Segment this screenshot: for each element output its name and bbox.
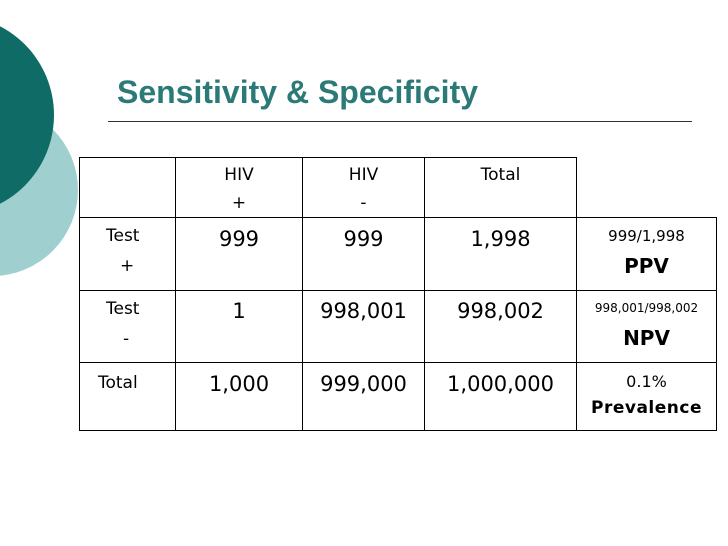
row-label-test-negative-line1: Test (106, 299, 140, 319)
cell-value: 1,000,000 (447, 372, 554, 396)
cell-value: 1 (232, 299, 246, 323)
ppv-label: PPV (624, 254, 669, 278)
slide-title: Sensitivity & Specificity (117, 74, 479, 110)
cell-test-positive-hiv-positive: 999 (175, 217, 303, 291)
cell-test-positive-hiv-negative: 999 (302, 217, 425, 291)
cell-test-negative-hiv-negative: 998,001 (302, 290, 425, 363)
cell-test-positive-total: 1,998 (424, 217, 577, 291)
metric-npv: 998,001/998,002 NPV (576, 290, 717, 363)
row-label-test-positive: Test + (79, 217, 176, 291)
metric-ppv: 999/1,998 PPV (576, 217, 717, 291)
header-total: Total (424, 157, 577, 218)
cell-value: 998,001 (320, 299, 407, 323)
prevalence-label: Prevalence (591, 398, 702, 418)
cell-value: 999 (218, 227, 260, 251)
npv-label: NPV (623, 326, 670, 350)
cell-value: 999,000 (320, 372, 407, 396)
cell-value: 998,002 (457, 299, 544, 323)
header-hiv-positive-line1: HIV (224, 165, 254, 185)
row-label-total: Total (79, 362, 176, 431)
cell-total-hiv-positive: 1,000 (175, 362, 303, 431)
cell-value: 1,998 (470, 227, 531, 251)
header-hiv-negative-line2: - (360, 193, 367, 213)
header-hiv-positive-line2: + (231, 193, 247, 213)
cell-test-negative-total: 998,002 (424, 290, 577, 363)
title-divider (108, 121, 692, 122)
prevalence-value: 0.1% (626, 372, 667, 391)
cell-value: 999 (343, 227, 384, 251)
metric-prevalence: 0.1% Prevalence (576, 362, 717, 431)
header-empty-cell (79, 157, 176, 218)
header-hiv-negative-line1: HIV (348, 165, 379, 185)
row-label-test-positive-line1: Test (106, 226, 140, 246)
row-label-test-positive-line2: + (120, 256, 135, 276)
cell-total-hiv-negative: 999,000 (302, 362, 425, 431)
dark-teal-circle (0, 26, 54, 204)
cell-value: 1,000 (208, 372, 270, 396)
row-label-test-negative-line2: - (123, 329, 130, 349)
header-hiv-positive: HIV + (175, 157, 303, 218)
header-total-label: Total (480, 165, 521, 185)
cell-test-negative-hiv-positive: 1 (175, 290, 303, 363)
header-hiv-negative: HIV - (302, 157, 425, 218)
cell-total-total: 1,000,000 (424, 362, 577, 431)
row-label-test-negative: Test - (79, 290, 176, 363)
row-label-total-line1: Total (98, 373, 138, 393)
npv-formula: 998,001/998,002 (594, 301, 699, 315)
ppv-formula: 999/1,998 (608, 227, 685, 245)
